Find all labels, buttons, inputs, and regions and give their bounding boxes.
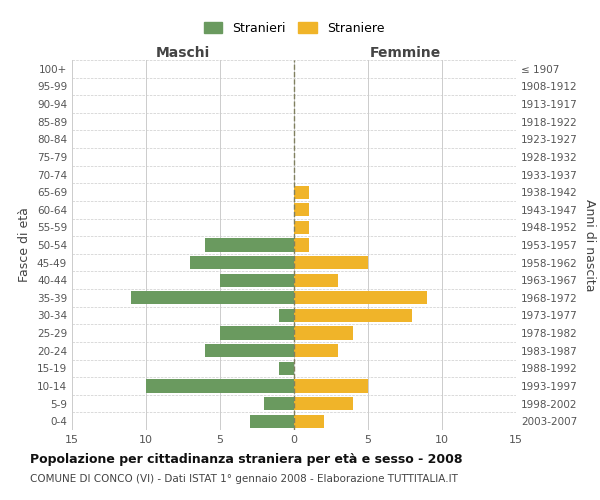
Bar [294, 291, 427, 304]
Bar [294, 326, 353, 340]
Bar [220, 274, 294, 287]
Legend: Stranieri, Straniere: Stranieri, Straniere [200, 18, 388, 38]
Bar [294, 203, 309, 216]
Bar [146, 380, 294, 392]
Bar [294, 380, 368, 392]
Bar [294, 238, 309, 252]
Bar [294, 186, 309, 198]
Bar [205, 238, 294, 252]
Bar [220, 326, 294, 340]
Bar [294, 274, 338, 287]
Text: COMUNE DI CONCO (VI) - Dati ISTAT 1° gennaio 2008 - Elaborazione TUTTITALIA.IT: COMUNE DI CONCO (VI) - Dati ISTAT 1° gen… [30, 474, 458, 484]
Bar [279, 362, 294, 375]
Y-axis label: Fasce di età: Fasce di età [19, 208, 31, 282]
Text: Femmine: Femmine [370, 46, 440, 60]
Bar [294, 256, 368, 269]
Bar [294, 221, 309, 234]
Bar [294, 397, 353, 410]
Bar [190, 256, 294, 269]
Bar [131, 291, 294, 304]
Bar [279, 309, 294, 322]
Text: Popolazione per cittadinanza straniera per età e sesso - 2008: Popolazione per cittadinanza straniera p… [30, 452, 463, 466]
Bar [205, 344, 294, 358]
Bar [294, 309, 412, 322]
Bar [294, 414, 323, 428]
Bar [294, 344, 338, 358]
Bar [250, 414, 294, 428]
Bar [265, 397, 294, 410]
Text: Maschi: Maschi [156, 46, 210, 60]
Y-axis label: Anni di nascita: Anni di nascita [583, 198, 596, 291]
